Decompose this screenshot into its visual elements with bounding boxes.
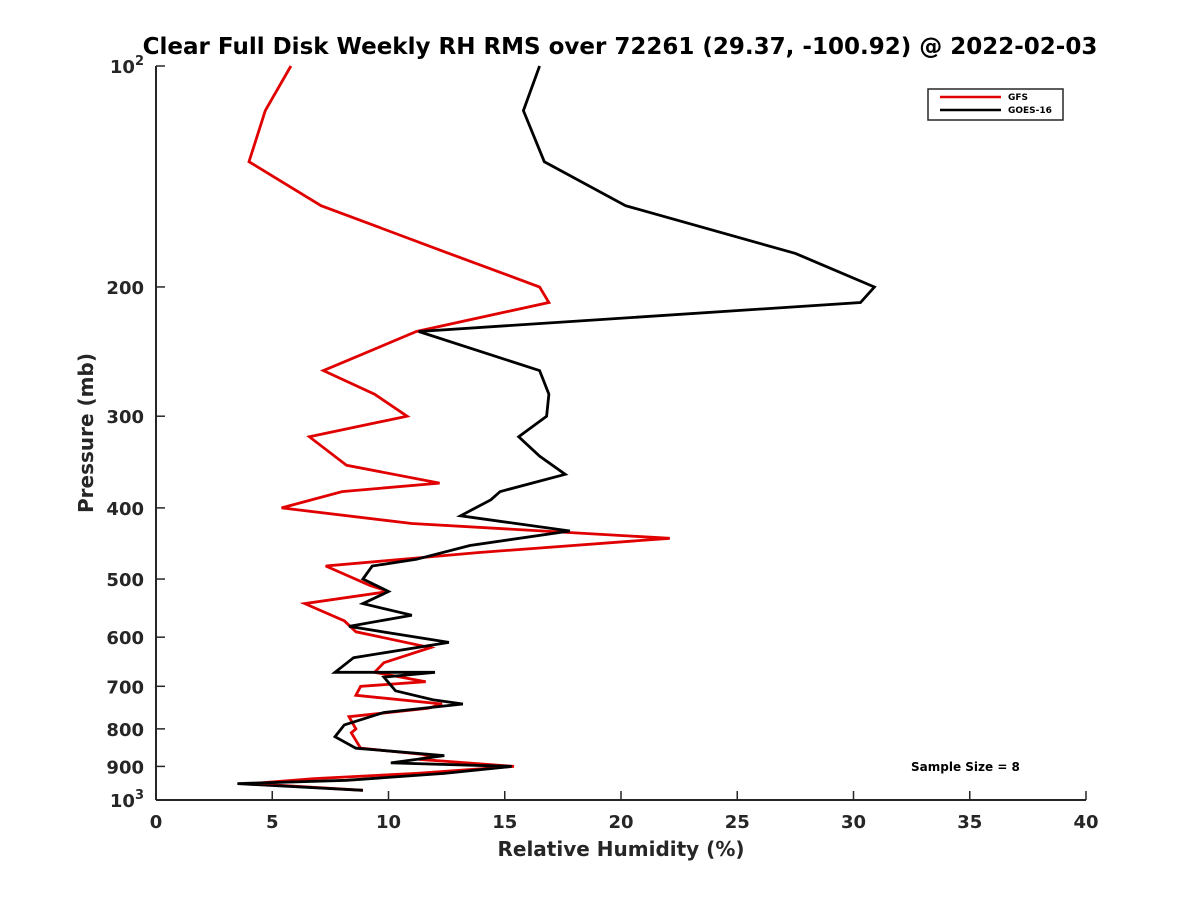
y-tick-label: 600	[106, 628, 144, 649]
x-tick-label: 35	[957, 812, 982, 833]
y-tick-label: 400	[106, 499, 144, 520]
y-tick-label: 500	[106, 570, 144, 591]
x-ticks: 0 5 10 15 20 25 30 35 40	[150, 791, 1099, 833]
y-tick-label: 103	[110, 788, 144, 812]
y-tick-label: 102	[110, 54, 144, 78]
y-tick-label: 300	[106, 407, 144, 428]
x-tick-label: 0	[150, 812, 163, 833]
plot-axes	[155, 66, 1086, 801]
x-tick-label: 25	[725, 812, 750, 833]
y-tick-label: 700	[106, 677, 144, 698]
x-axis-label: Relative Humidity (%)	[497, 837, 744, 861]
chart-title: Clear Full Disk Weekly RH RMS over 72261…	[143, 34, 1098, 60]
legend-box	[927, 88, 1064, 121]
series-line-goes-16	[237, 65, 877, 792]
series-lines	[237, 65, 877, 792]
y-tick-label: 900	[106, 757, 144, 778]
y-tick-label: 800	[106, 720, 144, 741]
x-tick-label: 30	[841, 812, 866, 833]
legend: GFS GOES-16	[927, 88, 1064, 121]
legend-label-gfs: GFS	[1008, 93, 1028, 103]
x-tick-label: 15	[492, 812, 517, 833]
x-tick-label: 10	[376, 812, 401, 833]
sample-size-annotation: Sample Size = 8	[911, 760, 1020, 774]
x-tick-label: 20	[608, 812, 633, 833]
legend-label-goes-16: GOES-16	[1008, 106, 1052, 116]
y-ticks: 102 200 300 400 500 600 700 800 900 103	[106, 54, 165, 812]
x-tick-label: 40	[1073, 812, 1098, 833]
x-tick-label: 5	[266, 812, 279, 833]
y-tick-label: 200	[106, 278, 144, 299]
series-line-gfs	[247, 65, 670, 792]
y-axis-label: Pressure (mb)	[74, 353, 98, 513]
